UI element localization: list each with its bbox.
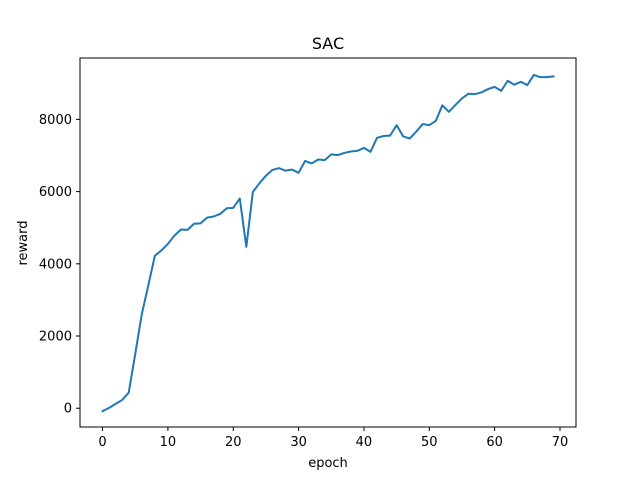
x-axis-label: epoch bbox=[308, 456, 348, 471]
reward-series-line bbox=[101, 73, 555, 413]
chart-title: SAC bbox=[312, 34, 344, 53]
x-axis-ticks: 0 10 20 30 40 50 60 70 bbox=[98, 427, 568, 450]
x-tick-label: 60 bbox=[486, 435, 503, 450]
x-tick-label: 50 bbox=[421, 435, 438, 450]
y-tick-label: 6000 bbox=[39, 185, 72, 200]
x-tick-label: 0 bbox=[98, 435, 106, 450]
x-tick-label: 70 bbox=[552, 435, 569, 450]
y-axis-ticks: 0 2000 4000 6000 8000 bbox=[39, 113, 80, 417]
y-tick-label: 2000 bbox=[39, 330, 72, 345]
y-tick-label: 8000 bbox=[39, 113, 72, 128]
x-tick-label: 20 bbox=[225, 435, 242, 450]
x-tick-label: 10 bbox=[160, 435, 177, 450]
y-axis-label: reward bbox=[16, 220, 31, 265]
plot-frame bbox=[79, 57, 577, 428]
y-tick-label: 4000 bbox=[39, 257, 72, 272]
y-tick-label: 0 bbox=[64, 402, 72, 417]
x-tick-label: 30 bbox=[290, 435, 307, 450]
x-tick-label: 40 bbox=[356, 435, 373, 450]
